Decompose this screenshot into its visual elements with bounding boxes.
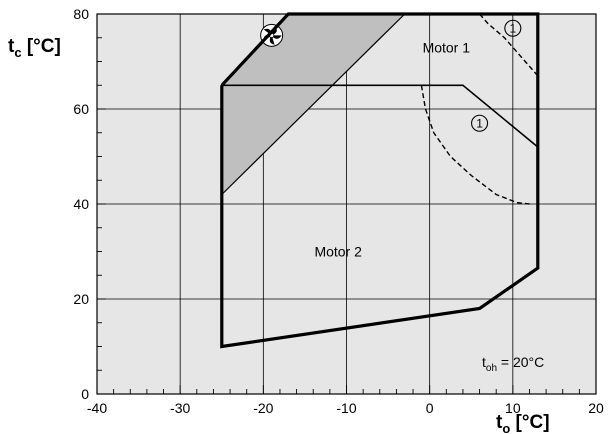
y-tick-label: 60 [73,101,89,117]
series-line-motor-2 [221,84,539,148]
x-tick-label: -40 [87,400,107,416]
condition-note-sub: oh [486,363,497,374]
x-axis-label-sub: o [502,421,510,434]
circled-marker [471,114,489,132]
y-axis-label: tc [°C] [8,36,61,60]
x-tick-label: 20 [588,400,604,416]
x-tick-label: -30 [170,400,190,416]
fan-icon-blade [271,35,282,39]
x-tick-label: 10 [505,400,521,416]
grid [97,14,596,394]
annotations: Motor 1 Motor 2 1 1 [314,19,522,260]
x-tick-label: -10 [336,400,356,416]
dashed-curve [420,85,530,205]
y-tick-label: 0 [81,386,89,402]
plot-frame [96,13,597,395]
x-tick-label: -20 [253,400,273,416]
y-axis-label-sub: c [14,45,21,60]
fan-icon [260,23,284,47]
region-label: Motor 2 [314,244,362,260]
region-label: Motor 1 [423,39,471,55]
y-tick-label: 20 [73,291,89,307]
condition-note: toh = 20°C [482,354,544,374]
x-axis-label-main: t [496,412,503,433]
y-axis-label-main: t [8,36,15,57]
x-axis-label-unit: [°C] [510,412,549,433]
circled-marker [504,19,522,37]
y-tick-labels: 0 20 40 60 80 [73,6,89,402]
x-tick-label: 0 [426,400,434,416]
condition-note-main: t [482,354,486,370]
condition-note-rest: = 20°C [497,354,544,370]
y-tick-label: 40 [73,196,89,212]
dashed-curves [420,13,539,205]
dashed-curve [479,13,539,77]
x-tick-labels: -40 -30 -20 -10 0 10 20 [87,400,604,416]
y-tick-label: 80 [73,6,89,22]
y-axis-label-unit: [°C] [22,36,61,57]
circled-marker-label: 1 [476,116,483,130]
circled-marker-label: 1 [509,21,516,35]
x-axis-label: to [°C] [496,412,550,434]
